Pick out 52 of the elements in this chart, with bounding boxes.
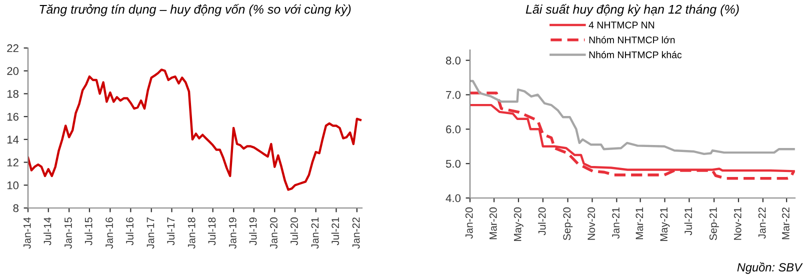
x-tick-label: Jul-19 bbox=[249, 218, 257, 246]
x-tick-label: Mar-20 bbox=[489, 207, 497, 240]
x-tick-label: Jan-22 bbox=[352, 218, 360, 249]
y-tick-label: 6.0 bbox=[446, 125, 461, 134]
y-tick-label: 7.0 bbox=[446, 91, 461, 99]
x-tick-label: Jan-14 bbox=[24, 217, 31, 249]
y-tick-label: 4.0 bbox=[446, 194, 461, 202]
x-tick-label: Jan-18 bbox=[188, 217, 196, 249]
x-tick-label: Mar-21 bbox=[636, 208, 644, 240]
legend-label: 4 NHTMCP NN bbox=[588, 22, 654, 28]
y-tick-label: 8 bbox=[13, 204, 18, 212]
y-tick-label: 8.0 bbox=[446, 56, 461, 64]
y-tick-label: 22 bbox=[7, 44, 18, 52]
legend-label: Nhóm NHTMCP lớn bbox=[589, 36, 675, 44]
y-tick-label: 20 bbox=[7, 67, 19, 75]
y-tick-label: 18 bbox=[7, 90, 18, 98]
x-tick-label: Jan-21 bbox=[311, 218, 319, 249]
chart-title: Lãi suất huy động kỳ hạn 12 tháng (%) bbox=[526, 4, 739, 16]
x-tick-label: Mar-22 bbox=[782, 208, 790, 240]
x-tick-label: Jul-16 bbox=[126, 217, 134, 246]
x-tick-label: Jul-20 bbox=[538, 207, 546, 236]
x-tick-label: Sep-21 bbox=[709, 208, 719, 240]
x-tick-label: Jan-19 bbox=[228, 218, 236, 249]
text: Nguồn: SBV bbox=[737, 262, 803, 274]
x-tick-label: Jan-20 bbox=[270, 217, 278, 249]
x-tick-label: Jan-22 bbox=[758, 208, 766, 239]
chart-title: Tăng trưởng tín dụng – huy động vốn (% so với cùng kỳ) bbox=[40, 4, 351, 16]
y-tick-label: 14 bbox=[7, 136, 19, 144]
x-tick-label: May-20 bbox=[514, 207, 524, 241]
line-series bbox=[28, 68, 362, 191]
x-tick-label: May-21 bbox=[660, 208, 670, 241]
x-tick-label: Jul-21 bbox=[684, 208, 692, 236]
y-tick-label: 5.0 bbox=[446, 160, 461, 168]
x-tick-label: Jul-20 bbox=[290, 217, 298, 246]
x-tick-label: Jul-21 bbox=[331, 218, 340, 246]
x-tick-label: Nov-21 bbox=[734, 208, 742, 240]
x-tick-label: Nov-20 bbox=[588, 207, 596, 240]
line-series bbox=[470, 80, 795, 156]
x-tick-label: Jan-21 bbox=[612, 208, 620, 239]
x-tick-label: Sep-20 bbox=[563, 207, 573, 240]
x-tick-label: Jul-15 bbox=[84, 217, 92, 246]
legend-label: Nhóm NHTMCP khác bbox=[589, 51, 682, 58]
x-tick-label: Jan-15 bbox=[64, 217, 72, 249]
x-tick-label: Jul-18 bbox=[208, 217, 216, 246]
y-tick-label: 10 bbox=[7, 181, 19, 190]
y-tick-label: 16 bbox=[7, 112, 18, 121]
y-tick-label: 12 bbox=[7, 158, 18, 166]
x-tick-label: Jan-20 bbox=[465, 207, 473, 239]
x-tick-label: Jul-17 bbox=[166, 218, 175, 246]
x-tick-label: Jan-17 bbox=[146, 218, 154, 249]
x-tick-label: Jul-14 bbox=[44, 217, 52, 246]
x-tick-label: Jan-16 bbox=[106, 217, 113, 249]
